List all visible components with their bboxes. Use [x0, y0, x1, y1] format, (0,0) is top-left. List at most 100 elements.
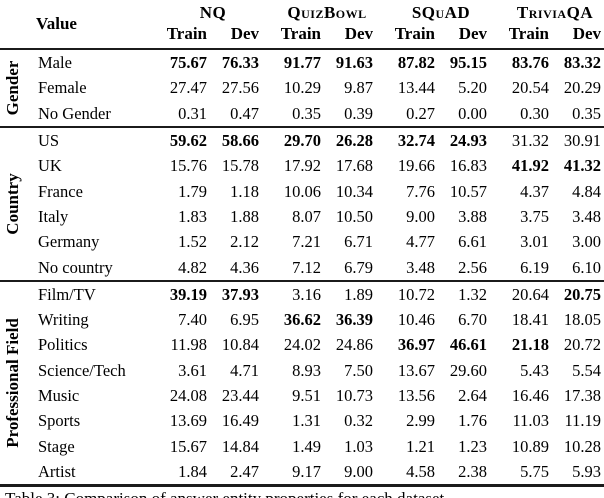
- value-cell: 36.97: [397, 335, 436, 355]
- section-label-text: Country: [3, 173, 23, 235]
- value-cell: 58.66: [221, 130, 260, 150]
- value-cell: 1.21: [406, 436, 436, 456]
- value-cell: 1.89: [344, 284, 374, 304]
- dataset-group-header-quizbowl: QuizBowl: [287, 3, 367, 22]
- table-header: Value NQ QuizBowl SQuAD TriviaQA Train D…: [0, 0, 604, 49]
- value-cell: 23.44: [221, 386, 260, 406]
- value-cell: 7.12: [292, 257, 322, 277]
- value-cell: 30.91: [563, 130, 602, 150]
- value-cell: 11.98: [170, 335, 208, 355]
- value-cell: 91.63: [335, 53, 374, 72]
- table-row: No Gender 0.31 0.47 0.35 0.39 0.27 0.00 0.30 0.3…: [0, 101, 604, 127]
- value-cell: 1.32: [458, 284, 488, 304]
- value-cell: 87.82: [397, 53, 436, 72]
- value-cell: 2.99: [406, 411, 436, 431]
- value-cell: 18.41: [511, 310, 550, 330]
- value-cell: 4.58: [406, 462, 436, 481]
- value-cell: 0.00: [458, 103, 488, 123]
- value-cell: 1.03: [344, 436, 374, 456]
- value-cell: 10.29: [283, 78, 322, 98]
- value-cell: 46.61: [449, 335, 488, 355]
- value-cell: 1.31: [292, 411, 322, 431]
- value-cell: 3.75: [520, 206, 550, 226]
- dataset-group-header-triviaqa: TriviaQA: [516, 3, 594, 22]
- value-cell: 0.35: [292, 103, 322, 123]
- value-cell: 10.84: [221, 335, 260, 355]
- section-label-gender: Gender: [0, 49, 26, 127]
- value-cell: 10.50: [335, 206, 374, 226]
- demographics-table: Value NQ QuizBowl SQuAD TriviaQA Train D…: [0, 0, 604, 488]
- value-cell: 8.93: [292, 360, 322, 380]
- corner-header-value: Value: [36, 14, 77, 33]
- value-cell: 11.03: [512, 411, 550, 431]
- value-cell: 20.54: [511, 78, 550, 98]
- table-row: No country 4.82 4.36 7.12 6.79 3.48 2.56 6.19 6.…: [0, 255, 604, 281]
- value-cell: 29.70: [283, 130, 322, 150]
- value-cell: 5.93: [572, 462, 602, 481]
- value-cell: 10.28: [563, 436, 602, 456]
- value-cell: 83.76: [511, 53, 550, 72]
- value-cell: 18.05: [563, 310, 602, 330]
- value-cell: 37.93: [221, 284, 260, 304]
- row-label: Sports: [38, 411, 81, 431]
- value-cell: 5.75: [520, 462, 550, 481]
- value-cell: 6.79: [344, 257, 374, 277]
- value-cell: 31.32: [511, 130, 550, 150]
- split-header-dev: Dev: [230, 24, 260, 43]
- value-cell: 75.67: [169, 53, 208, 72]
- value-cell: 24.93: [449, 130, 488, 150]
- row-label: No Gender: [38, 103, 111, 123]
- value-cell: 9.00: [406, 206, 436, 226]
- value-cell: 21.18: [511, 335, 550, 355]
- value-cell: 0.35: [572, 103, 602, 123]
- value-cell: 10.34: [335, 181, 374, 201]
- row-label: Writing: [38, 310, 89, 330]
- value-cell: 24.86: [335, 335, 374, 355]
- value-cell: 6.61: [458, 232, 488, 252]
- value-cell: 16.83: [449, 156, 488, 176]
- value-cell: 91.77: [283, 53, 322, 72]
- value-cell: 1.18: [230, 181, 260, 201]
- value-cell: 6.70: [458, 310, 488, 330]
- value-cell: 1.76: [458, 411, 488, 431]
- value-cell: 27.47: [169, 78, 208, 98]
- value-cell: 10.89: [511, 436, 550, 456]
- value-cell: 24.08: [169, 386, 208, 406]
- value-cell: 76.33: [221, 53, 260, 72]
- table-row: Gender Male 75.67 76.33 91.77 91.63 87.82 95.15…: [0, 49, 604, 116]
- value-cell: 6.95: [230, 310, 260, 330]
- row-label: Female: [38, 78, 87, 98]
- value-cell: 4.77: [406, 232, 436, 252]
- value-cell: 13.69: [169, 411, 208, 431]
- table-row: Female 27.47 27.56 10.29 9.87 13.44 5.20 20.54 2…: [0, 75, 604, 100]
- value-cell: 59.62: [169, 130, 208, 150]
- value-cell: 0.30: [520, 103, 550, 123]
- value-cell: 2.12: [230, 232, 260, 252]
- table-row: Germany 1.52 2.12 7.21 6.71 4.77 6.61 3.01 3.00: [0, 229, 604, 254]
- section-label-country: Country: [0, 127, 26, 281]
- table-row: Italy 1.83 1.88 8.07 10.50 9.00 3.88 3.75 3.48: [0, 204, 604, 229]
- value-cell: 5.54: [572, 360, 602, 380]
- value-cell: 10.73: [335, 386, 374, 406]
- value-cell: 36.39: [335, 310, 374, 330]
- value-cell: 3.88: [458, 206, 488, 226]
- split-header-dev: Dev: [458, 24, 488, 43]
- value-cell: 1.79: [178, 181, 208, 201]
- split-header-dev: Dev: [344, 24, 374, 43]
- value-cell: 14.84: [221, 436, 260, 456]
- table-row: UK 15.76 15.78 17.92 17.68 19.66 16.83 41.92 41.…: [0, 153, 604, 178]
- value-cell: 4.71: [230, 360, 260, 380]
- value-cell: 2.64: [458, 386, 488, 406]
- value-cell: 41.92: [511, 156, 550, 176]
- row-label: Germany: [38, 232, 100, 252]
- value-cell: 26.28: [335, 130, 374, 150]
- value-cell: 1.88: [230, 206, 260, 226]
- value-cell: 1.23: [458, 436, 488, 456]
- value-cell: 3.48: [572, 206, 602, 226]
- value-cell: 5.43: [520, 360, 550, 380]
- row-label: France: [38, 181, 83, 201]
- value-cell: 9.00: [344, 462, 374, 481]
- section-label-text: Professional Field: [3, 318, 23, 448]
- value-cell: 10.06: [283, 181, 322, 201]
- value-cell: 20.64: [511, 284, 550, 304]
